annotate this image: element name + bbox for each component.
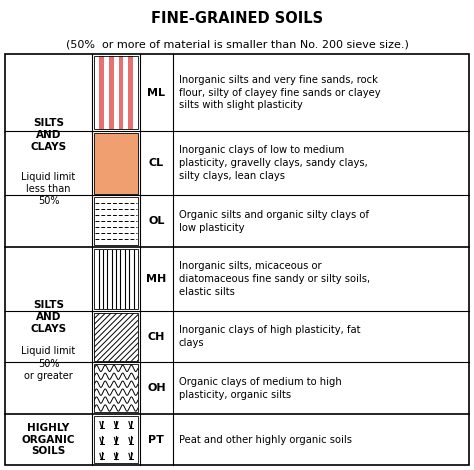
Text: Liquid limit
50%
or greater: Liquid limit 50% or greater [21,346,76,381]
Bar [109,56,114,129]
Bar [94,313,138,360]
Text: HIGHLY
ORGANIC
SOILS: HIGHLY ORGANIC SOILS [22,423,75,456]
Bar [5,54,469,465]
Text: SILTS
AND
CLAYS: SILTS AND CLAYS [30,118,67,152]
Bar [94,249,138,309]
Bar [94,133,138,194]
Text: PT: PT [148,435,164,445]
Bar [99,56,104,129]
Bar [94,313,138,360]
Text: Inorganic clays of low to medium
plasticity, gravelly clays, sandy clays,
silty : Inorganic clays of low to medium plastic… [179,146,367,181]
Bar [118,56,123,129]
Text: Liquid limit
less than
50%: Liquid limit less than 50% [21,172,76,206]
Bar [128,56,133,129]
Text: Inorganic silts, micaceous or
diatomaceous fine sandy or silty soils,
elastic si: Inorganic silts, micaceous or diatomaceo… [179,261,370,297]
Bar [94,364,138,412]
Bar [94,197,138,245]
Text: Inorganic clays of high plasticity, fat
clays: Inorganic clays of high plasticity, fat … [179,325,360,348]
Text: Inorganic silts and very fine sands, rock
flour, silty of clayey fine sands or c: Inorganic silts and very fine sands, roc… [179,75,380,110]
Bar [94,56,138,129]
Text: FINE-GRAINED SOILS: FINE-GRAINED SOILS [151,11,323,26]
Text: ML: ML [147,87,165,98]
Text: SILTS
AND
CLAYS: SILTS AND CLAYS [30,300,67,334]
Text: Peat and other highly organic soils: Peat and other highly organic soils [179,435,352,445]
Text: (50%  or more of material is smaller than No. 200 sieve size.): (50% or more of material is smaller than… [65,39,409,49]
Text: MH: MH [146,274,166,284]
Text: Organic silts and organic silty clays of
low plasticity: Organic silts and organic silty clays of… [179,210,369,233]
Bar [94,364,138,412]
Bar [94,197,138,245]
Bar [94,56,138,129]
Text: OL: OL [148,216,164,226]
Bar [94,364,138,412]
Bar [94,416,138,463]
Bar [94,416,138,463]
Text: Organic clays of medium to high
plasticity, organic silts: Organic clays of medium to high plastici… [179,377,341,399]
Text: OH: OH [147,383,166,393]
Text: CL: CL [149,158,164,168]
Text: CH: CH [148,332,165,342]
Bar [94,313,138,360]
Bar [94,249,138,309]
